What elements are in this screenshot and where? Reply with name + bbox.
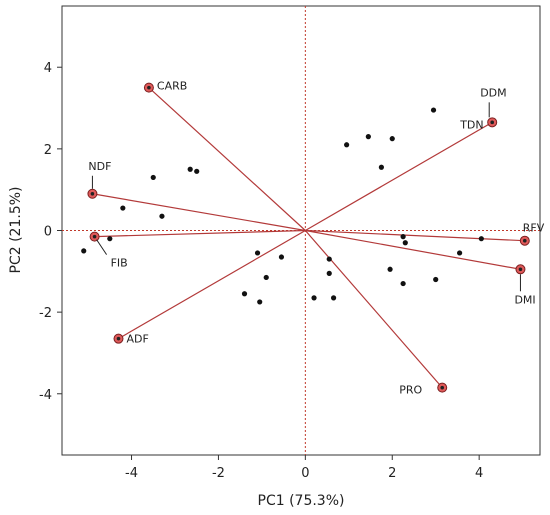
- score-point: [478, 236, 484, 242]
- x-tick-label: -2: [212, 466, 225, 481]
- vector-label: PRO: [399, 384, 422, 397]
- x-tick-label: 2: [388, 466, 396, 481]
- vector-tip-center: [90, 191, 95, 196]
- score-point: [187, 166, 193, 172]
- vector-tip-center: [147, 85, 151, 90]
- score-point: [150, 174, 156, 181]
- score-point: [457, 250, 463, 256]
- score-point: [326, 256, 332, 262]
- score-point: [378, 164, 384, 170]
- y-tick-label: 4: [44, 61, 52, 76]
- score-point: [257, 299, 263, 305]
- vector-line: [92, 193, 306, 232]
- vector-label: FIB: [111, 257, 128, 270]
- vector-label-leader: [96, 239, 108, 255]
- vector-line: [148, 87, 306, 231]
- vector-tip-center: [116, 336, 121, 341]
- score-point: [107, 236, 113, 242]
- loading-vectors: [87, 82, 530, 393]
- score-point: [389, 136, 395, 142]
- score-point: [311, 295, 317, 301]
- vector-line: [94, 229, 306, 238]
- vector-label: DMI: [514, 293, 535, 306]
- score-point: [278, 254, 285, 260]
- y-tick-label: 2: [44, 143, 52, 158]
- vector-tip-center: [490, 120, 495, 125]
- vector-line: [305, 229, 525, 242]
- score-point: [330, 295, 337, 301]
- score-point: [433, 276, 439, 283]
- vector-line: [305, 121, 493, 232]
- score-point: [400, 234, 406, 240]
- x-tick-label: 0: [301, 466, 309, 481]
- y-tick-label: -2: [39, 306, 52, 321]
- vector-tip-center: [522, 238, 527, 243]
- score-point: [81, 248, 87, 254]
- score-point: [344, 142, 350, 148]
- vector-line: [118, 229, 306, 340]
- vector-tip-center: [518, 267, 523, 272]
- vector-label: RFV: [523, 222, 545, 235]
- x-axis-ticks: -4 -2 0 2 4: [125, 455, 483, 481]
- vector-tip-center: [440, 385, 445, 390]
- score-point: [254, 250, 261, 256]
- y-tick-label: 0: [44, 225, 52, 240]
- vector-label: TDN: [459, 118, 483, 131]
- score-point: [400, 280, 406, 287]
- vector-label: NDF: [88, 160, 111, 173]
- y-tick-label: -4: [39, 388, 52, 403]
- vector-line: [305, 229, 521, 270]
- score-point: [430, 107, 437, 113]
- vector-label: ADF: [126, 333, 148, 346]
- score-point: [365, 134, 371, 140]
- score-point: [194, 168, 200, 174]
- vector-labels: CARB NDF FIB ADF DDM TDN RFV DMI PRO: [88, 80, 544, 397]
- score-point: [387, 266, 393, 272]
- x-tick-label: -4: [125, 466, 138, 481]
- vector-label: CARB: [157, 80, 187, 93]
- x-axis-title: PC1 (75.3%): [258, 493, 345, 509]
- vector-line: [304, 230, 443, 389]
- y-axis-ticks: 4 2 0 -2 -4: [39, 61, 62, 403]
- score-point: [120, 205, 126, 211]
- vector-label: DDM: [480, 86, 506, 99]
- vector-tip-center: [92, 234, 97, 239]
- score-point: [263, 274, 269, 281]
- x-tick-label: 4: [475, 466, 483, 481]
- score-point: [402, 240, 408, 246]
- score-points: [81, 107, 484, 305]
- score-point: [241, 291, 248, 297]
- score-point: [159, 213, 165, 219]
- y-axis-title: PC2 (21.5%): [8, 187, 24, 274]
- score-point: [326, 270, 332, 276]
